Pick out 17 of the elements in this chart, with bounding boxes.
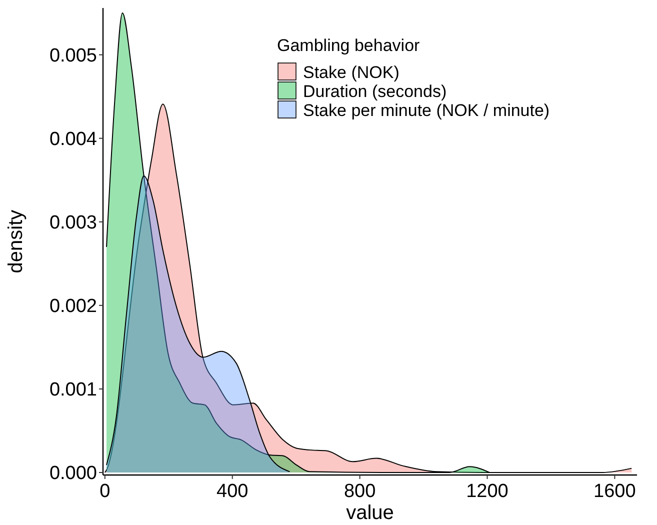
- y-tick-label: 0.001: [49, 380, 97, 401]
- x-tick-label: 0: [100, 481, 110, 502]
- legend-label: Duration (seconds): [303, 82, 447, 101]
- y-axis-title: density: [5, 210, 27, 274]
- x-tick-label: 400: [216, 481, 248, 502]
- legend-label: Stake per minute (NOK / minute): [303, 100, 550, 120]
- legend-label: Stake (NOK): [303, 62, 400, 82]
- y-tick-label: 0.002: [49, 296, 97, 318]
- x-tick-label: 1200: [466, 481, 508, 502]
- y-tick-label: 0.004: [49, 128, 98, 150]
- y-tick-label: 0.000: [49, 463, 97, 484]
- y-tick-label: 0.003: [49, 212, 97, 234]
- x-tick-label: 800: [344, 481, 376, 502]
- y-tick-label: 0.005: [49, 45, 97, 66]
- x-axis-title: value: [346, 502, 394, 524]
- legend-title: Gambling behavior: [277, 36, 420, 55]
- x-tick-label: 1600: [594, 481, 636, 502]
